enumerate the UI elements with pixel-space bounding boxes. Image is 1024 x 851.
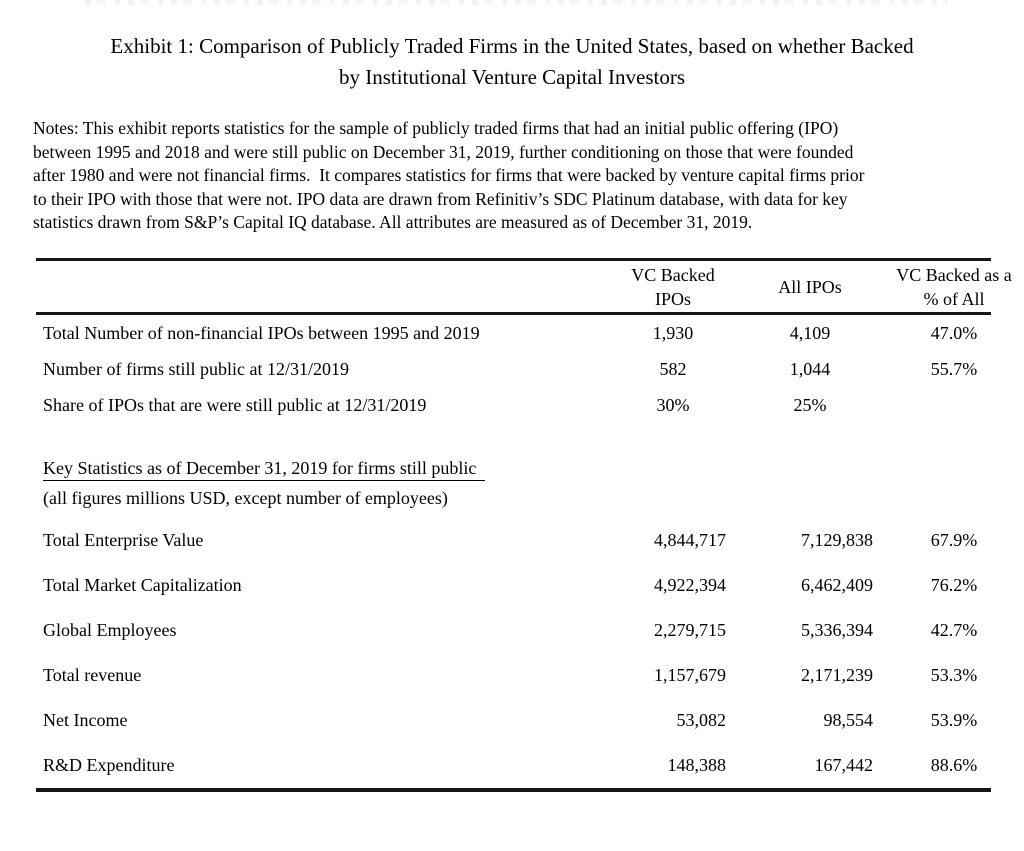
row-label: Net Income bbox=[43, 710, 128, 730]
notes-line: to their IPO with those that were not. I… bbox=[33, 188, 848, 209]
table-row: Total Enterprise Value 4,844,717 7,129,8… bbox=[36, 518, 991, 563]
row-value-all: 167,442 bbox=[814, 755, 874, 775]
row-value-vc: 30% bbox=[656, 394, 690, 415]
table-bottom-rule bbox=[36, 788, 991, 792]
row-value-pct: 76.2% bbox=[930, 575, 978, 595]
table-header-rule bbox=[36, 312, 991, 315]
table-row: Net Income 53,082 98,554 53.9% bbox=[36, 698, 991, 743]
table-row: R&D Expenditure 148,388 167,442 88.6% bbox=[36, 743, 991, 788]
row-label: Share of IPOs that are were still public… bbox=[43, 394, 427, 415]
row-value-pct: 47.0% bbox=[930, 322, 978, 343]
notes-line: between 1995 and 2018 and were still pub… bbox=[33, 141, 854, 162]
exhibit-notes: Notes: This exhibit reports statistics f… bbox=[33, 117, 997, 235]
key-statistics-heading: Key Statistics as of December 31, 2019 f… bbox=[36, 456, 991, 481]
row-value-all: 5,336,394 bbox=[801, 620, 873, 640]
row-label: Global Employees bbox=[43, 620, 177, 640]
row-value-vc: 4,844,717 bbox=[654, 530, 726, 550]
row-value-vc: 4,922,394 bbox=[654, 575, 726, 595]
table-row: Share of IPOs that are were still public… bbox=[36, 387, 991, 423]
row-value-pct: 53.3% bbox=[930, 665, 978, 685]
row-value-vc: 1,930 bbox=[652, 322, 694, 343]
row-label: Total Number of non-financial IPOs betwe… bbox=[43, 322, 480, 343]
table-row: Total Number of non-financial IPOs betwe… bbox=[36, 315, 991, 351]
table-row: Total Market Capitalization 4,922,394 6,… bbox=[36, 563, 991, 608]
row-label: Total Enterprise Value bbox=[43, 530, 204, 550]
column-header-all-ipos: All IPOs bbox=[778, 276, 842, 297]
row-label: Total revenue bbox=[43, 665, 142, 685]
notes-line: after 1980 and were not financial firms.… bbox=[33, 165, 865, 186]
row-value-vc: 2,279,715 bbox=[654, 620, 726, 640]
cropped-text-artifact bbox=[85, 0, 947, 5]
notes-line: Notes: This exhibit reports statistics f… bbox=[33, 118, 839, 138]
row-value-all: 98,554 bbox=[823, 710, 874, 730]
row-value-all: 4,109 bbox=[789, 322, 831, 343]
row-value-all: 1,044 bbox=[789, 358, 831, 379]
row-value-all: 25% bbox=[793, 394, 827, 415]
exhibit-title-line2: by Institutional Venture Capital Investo… bbox=[338, 64, 686, 89]
row-value-pct: 55.7% bbox=[930, 358, 978, 379]
row-label: Number of firms still public at 12/31/20… bbox=[43, 358, 349, 379]
notes-line: statistics drawn from S&P’s Capital IQ d… bbox=[33, 212, 753, 233]
exhibit-title-line1: Exhibit 1: Comparison of Publicly Traded… bbox=[110, 34, 914, 58]
row-value-pct: 42.7% bbox=[930, 620, 978, 640]
table-row: Global Employees 2,279,715 5,336,394 42.… bbox=[36, 608, 991, 653]
row-value-vc: 582 bbox=[659, 358, 687, 379]
row-value-pct: 67.9% bbox=[930, 530, 978, 550]
row-value-all: 2,171,239 bbox=[801, 665, 873, 685]
row-value-vc: 148,388 bbox=[667, 755, 727, 775]
stats-table: VC Backed IPOs All IPOs VC Backed as a %… bbox=[36, 258, 1012, 792]
row-value-vc: 1,157,679 bbox=[654, 665, 726, 685]
row-value-pct: 88.6% bbox=[930, 755, 978, 775]
column-header-vc-backed-ipos: VC Backed IPOs bbox=[631, 264, 715, 309]
column-header-vc-backed-pct: VC Backed as a % of All bbox=[896, 264, 1012, 309]
row-value-all: 6,462,409 bbox=[801, 575, 873, 595]
row-value-pct: 53.9% bbox=[930, 710, 978, 730]
table-row: Number of firms still public at 12/31/20… bbox=[36, 351, 991, 387]
key-statistics-subheading: (all figures millions USD, except number… bbox=[43, 488, 448, 508]
exhibit-title: Exhibit 1: Comparison of Publicly Traded… bbox=[0, 31, 1024, 92]
row-value-all: 7,129,838 bbox=[801, 530, 873, 550]
table-row: Total revenue 1,157,679 2,171,239 53.3% bbox=[36, 653, 991, 698]
table-header-row: VC Backed IPOs All IPOs VC Backed as a %… bbox=[36, 261, 1012, 312]
key-statistics-rows: Total Enterprise Value 4,844,717 7,129,8… bbox=[36, 518, 991, 788]
table-top-rule bbox=[36, 258, 991, 261]
row-label: R&D Expenditure bbox=[43, 755, 175, 775]
row-label: Total Market Capitalization bbox=[43, 575, 242, 595]
row-value-vc: 53,082 bbox=[676, 710, 727, 730]
row-value-pct bbox=[873, 387, 991, 423]
